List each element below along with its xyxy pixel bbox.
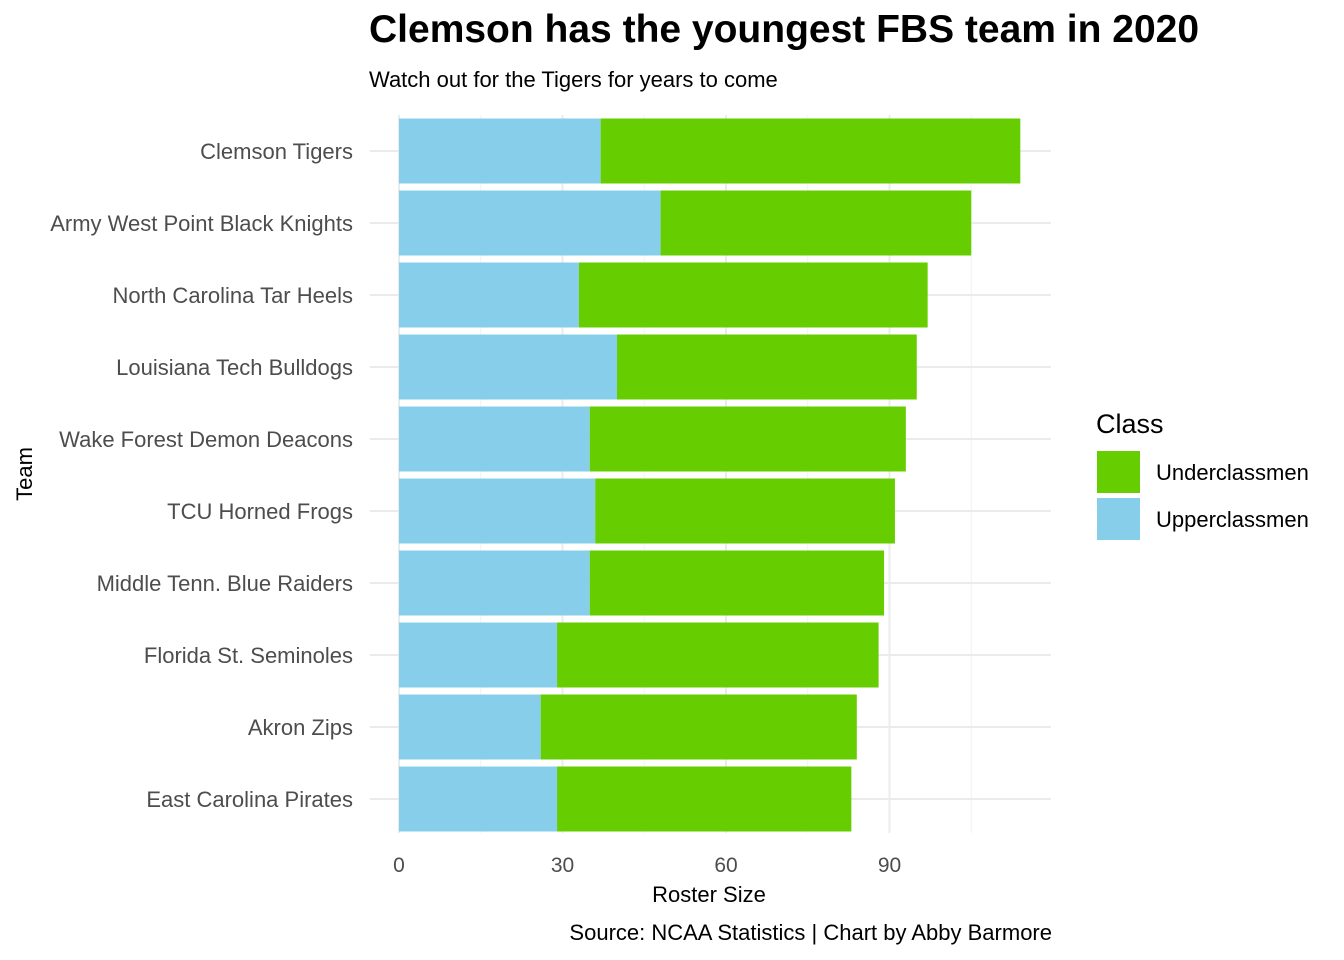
legend-title: Class <box>1096 409 1164 439</box>
bar-underclassmen <box>540 694 857 760</box>
team-label: Florida St. Seminoles <box>144 643 353 668</box>
bar-upperclassmen <box>399 694 541 760</box>
x-tick-label: 0 <box>393 854 405 877</box>
team-label: Akron Zips <box>248 715 353 740</box>
chart-subtitle: Watch out for the Tigers for years to co… <box>369 67 778 92</box>
x-tick-labels: 0 30 60 90 <box>393 854 901 877</box>
bar-upperclassmen <box>399 766 558 832</box>
bar-underclassmen <box>578 262 928 328</box>
legend-swatch <box>1097 498 1140 540</box>
bar-underclassmen <box>600 118 1021 184</box>
bar-upperclassmen <box>399 334 617 400</box>
team-label: TCU Horned Frogs <box>167 499 353 524</box>
bar-upperclassmen <box>399 118 601 184</box>
x-tick-label: 90 <box>878 854 901 877</box>
bar-underclassmen <box>617 334 917 400</box>
team-label: Middle Tenn. Blue Raiders <box>97 571 353 596</box>
legend-label: Upperclassmen <box>1156 507 1309 532</box>
team-label: Clemson Tigers <box>200 139 353 164</box>
y-axis-title: Team <box>12 447 37 501</box>
bar-upperclassmen <box>399 406 590 472</box>
legend-swatch <box>1097 451 1140 493</box>
bar-underclassmen <box>589 550 885 616</box>
bar-upperclassmen <box>399 550 590 616</box>
chart-title: Clemson has the youngest FBS team in 202… <box>369 8 1200 51</box>
team-labels: Clemson Tigers Army West Point Black Knig… <box>50 139 353 812</box>
bar-underclassmen <box>557 766 852 832</box>
bar-underclassmen <box>595 478 895 544</box>
bar-upperclassmen <box>399 478 596 544</box>
bar-underclassmen <box>557 622 879 688</box>
team-label: Army West Point Black Knights <box>50 211 353 236</box>
team-label: East Carolina Pirates <box>146 787 353 812</box>
team-label: Louisiana Tech Bulldogs <box>116 355 353 380</box>
bar-upperclassmen <box>399 190 661 256</box>
bar-upperclassmen <box>399 262 579 328</box>
chart-caption: Source: NCAA Statistics | Chart by Abby … <box>569 920 1052 945</box>
bar-underclassmen <box>660 190 972 256</box>
team-label: Wake Forest Demon Deacons <box>59 427 353 452</box>
x-tick-label: 30 <box>551 854 574 877</box>
bars <box>399 118 1021 832</box>
legend-label: Underclassmen <box>1156 460 1309 485</box>
bar-underclassmen <box>589 406 906 472</box>
x-tick-label: 60 <box>714 854 737 877</box>
team-label: North Carolina Tar Heels <box>113 283 353 308</box>
legend: Class Underclassmen Upperclassmen <box>1096 409 1309 540</box>
bar-upperclassmen <box>399 622 558 688</box>
x-axis-title: Roster Size <box>652 882 766 907</box>
